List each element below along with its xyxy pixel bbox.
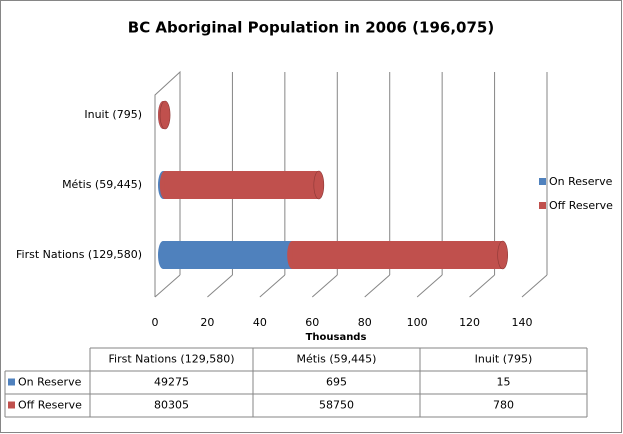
bar-end [313,170,325,200]
x-tick-label: 0 [152,316,159,329]
table-cell: 58750 [319,399,354,412]
floor-line [416,274,443,298]
floor-line [259,274,286,298]
legend-swatch [539,202,546,209]
table-cell: 695 [326,376,347,389]
floor-line [207,274,233,298]
table-row-label: On Reserve [18,376,82,389]
floor-line [364,274,391,298]
table-header: Inuit (795) [475,353,533,366]
x-tick-label: 20 [200,316,214,329]
bar-end [497,240,508,270]
x-tick-label: 140 [512,316,533,329]
category-label: Métis (59,445) [62,178,142,191]
x-tick-label: 120 [459,316,480,329]
bars [158,100,508,270]
table-swatch [8,378,15,386]
legend-label: Off Reserve [549,199,613,212]
table-swatch [8,401,15,409]
floor-line [521,274,548,298]
floor-line [154,274,181,298]
table-row-label: Off Reserve [18,399,82,412]
x-tick-label: 60 [305,316,319,329]
x-tick-label: 40 [253,316,267,329]
table-header: Métis (59,445) [297,353,377,366]
table-cell: 49275 [154,376,189,389]
legend-swatch [539,178,546,185]
category-label: Inuit (795) [84,108,142,121]
table-cell: 780 [493,399,514,412]
floor-line [469,274,495,298]
bar [164,171,319,199]
bar [292,241,503,269]
table-header: First Nations (129,580) [109,353,235,366]
legend-label: On Reserve [549,175,613,188]
bar [163,241,293,269]
chart-title: BC Aboriginal Population in 2006 (196,07… [128,19,494,37]
x-axis-title: Thousands [306,332,367,343]
category-label: First Nations (129,580) [16,248,142,261]
labels: 0 20 40 60 80 100 120 140 First Nations (129,580… [16,108,613,329]
floor-line [311,274,338,298]
data-table: First Nations (129,580) Métis (59,445) Inu… [4,347,588,418]
bar-end [159,100,171,130]
x-tick-label: 80 [358,316,372,329]
x-tick-label: 100 [407,316,428,329]
table-cell: 80305 [154,399,189,412]
table-cell: 15 [497,376,511,389]
